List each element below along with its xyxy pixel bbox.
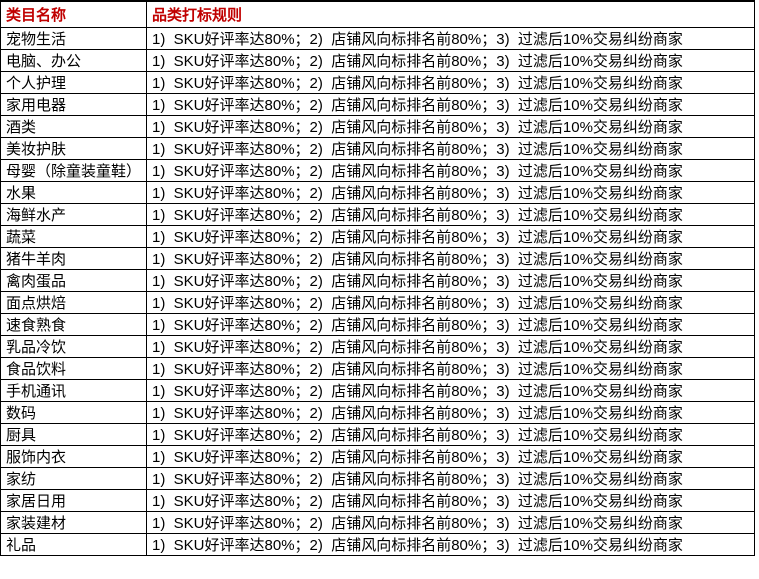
rule-cell: 1) SKU好评率达80%；2) 店铺风向标排名前80%；3) 过滤后10%交易… bbox=[146, 511, 755, 534]
rule-cell: 1) SKU好评率达80%；2) 店铺风向标排名前80%；3) 过滤后10%交易… bbox=[146, 159, 755, 182]
category-cell: 酒类 bbox=[0, 115, 147, 138]
table-row: 美妆护肤 1) SKU好评率达80%；2) 店铺风向标排名前80%；3) 过滤后1… bbox=[0, 137, 755, 160]
table-row: 家居日用 1) SKU好评率达80%；2) 店铺风向标排名前80%；3) 过滤后1… bbox=[0, 489, 755, 512]
rule-cell: 1) SKU好评率达80%；2) 店铺风向标排名前80%；3) 过滤后10%交易… bbox=[146, 247, 755, 270]
rule-cell: 1) SKU好评率达80%；2) 店铺风向标排名前80%；3) 过滤后10%交易… bbox=[146, 225, 755, 248]
category-cell: 家居日用 bbox=[0, 489, 147, 512]
category-cell: 礼品 bbox=[0, 533, 147, 556]
table-row: 手机通讯 1) SKU好评率达80%；2) 店铺风向标排名前80%；3) 过滤后1… bbox=[0, 379, 755, 402]
table-row: 个人护理 1) SKU好评率达80%；2) 店铺风向标排名前80%；3) 过滤后1… bbox=[0, 71, 755, 94]
rule-cell: 1) SKU好评率达80%；2) 店铺风向标排名前80%；3) 过滤后10%交易… bbox=[146, 423, 755, 446]
category-cell: 美妆护肤 bbox=[0, 137, 147, 160]
category-cell: 个人护理 bbox=[0, 71, 147, 94]
table-row: 宠物生活 1) SKU好评率达80%；2) 店铺风向标排名前80%；3) 过滤后1… bbox=[0, 27, 755, 50]
category-cell: 家装建材 bbox=[0, 511, 147, 534]
table-row: 食品饮料 1) SKU好评率达80%；2) 店铺风向标排名前80%；3) 过滤后1… bbox=[0, 357, 755, 380]
table-row: 厨具 1) SKU好评率达80%；2) 店铺风向标排名前80%；3) 过滤后10%… bbox=[0, 423, 755, 446]
rule-cell: 1) SKU好评率达80%；2) 店铺风向标排名前80%；3) 过滤后10%交易… bbox=[146, 401, 755, 424]
table-row: 面点烘焙 1) SKU好评率达80%；2) 店铺风向标排名前80%；3) 过滤后1… bbox=[0, 291, 755, 314]
category-cell: 速食熟食 bbox=[0, 313, 147, 336]
header-cell-rule: 品类打标规则 bbox=[146, 0, 755, 28]
table-row: 酒类 1) SKU好评率达80%；2) 店铺风向标排名前80%；3) 过滤后10%… bbox=[0, 115, 755, 138]
rule-cell: 1) SKU好评率达80%；2) 店铺风向标排名前80%；3) 过滤后10%交易… bbox=[146, 489, 755, 512]
table-row: 母婴（除童装童鞋） 1) SKU好评率达80%；2) 店铺风向标排名前80%；3)… bbox=[0, 159, 755, 182]
rule-cell: 1) SKU好评率达80%；2) 店铺风向标排名前80%；3) 过滤后10%交易… bbox=[146, 115, 755, 138]
table-row: 数码 1) SKU好评率达80%；2) 店铺风向标排名前80%；3) 过滤后10%… bbox=[0, 401, 755, 424]
header-row: 类目名称 品类打标规则 bbox=[0, 0, 755, 28]
rule-cell: 1) SKU好评率达80%；2) 店铺风向标排名前80%；3) 过滤后10%交易… bbox=[146, 137, 755, 160]
rule-cell: 1) SKU好评率达80%；2) 店铺风向标排名前80%；3) 过滤后10%交易… bbox=[146, 467, 755, 490]
header-cell-category: 类目名称 bbox=[0, 0, 147, 28]
category-cell: 猪牛羊肉 bbox=[0, 247, 147, 270]
table-row: 家纺 1) SKU好评率达80%；2) 店铺风向标排名前80%；3) 过滤后10%… bbox=[0, 467, 755, 490]
rule-cell: 1) SKU好评率达80%；2) 店铺风向标排名前80%；3) 过滤后10%交易… bbox=[146, 291, 755, 314]
rule-cell: 1) SKU好评率达80%；2) 店铺风向标排名前80%；3) 过滤后10%交易… bbox=[146, 335, 755, 358]
table-row: 水果 1) SKU好评率达80%；2) 店铺风向标排名前80%；3) 过滤后10%… bbox=[0, 181, 755, 204]
category-cell: 海鲜水产 bbox=[0, 203, 147, 226]
category-cell: 面点烘焙 bbox=[0, 291, 147, 314]
table-row: 速食熟食 1) SKU好评率达80%；2) 店铺风向标排名前80%；3) 过滤后1… bbox=[0, 313, 755, 336]
rule-cell: 1) SKU好评率达80%；2) 店铺风向标排名前80%；3) 过滤后10%交易… bbox=[146, 203, 755, 226]
table-row: 海鲜水产 1) SKU好评率达80%；2) 店铺风向标排名前80%；3) 过滤后1… bbox=[0, 203, 755, 226]
rule-cell: 1) SKU好评率达80%；2) 店铺风向标排名前80%；3) 过滤后10%交易… bbox=[146, 379, 755, 402]
category-cell: 厨具 bbox=[0, 423, 147, 446]
table-row: 禽肉蛋品 1) SKU好评率达80%；2) 店铺风向标排名前80%；3) 过滤后1… bbox=[0, 269, 755, 292]
rule-cell: 1) SKU好评率达80%；2) 店铺风向标排名前80%；3) 过滤后10%交易… bbox=[146, 27, 755, 50]
table-row: 家用电器 1) SKU好评率达80%；2) 店铺风向标排名前80%；3) 过滤后1… bbox=[0, 93, 755, 116]
rule-cell: 1) SKU好评率达80%；2) 店铺风向标排名前80%；3) 过滤后10%交易… bbox=[146, 71, 755, 94]
category-cell: 水果 bbox=[0, 181, 147, 204]
table-row: 服饰内衣 1) SKU好评率达80%；2) 店铺风向标排名前80%；3) 过滤后1… bbox=[0, 445, 755, 468]
rule-cell: 1) SKU好评率达80%；2) 店铺风向标排名前80%；3) 过滤后10%交易… bbox=[146, 49, 755, 72]
category-cell: 母婴（除童装童鞋） bbox=[0, 159, 147, 182]
category-cell: 家纺 bbox=[0, 467, 147, 490]
rule-cell: 1) SKU好评率达80%；2) 店铺风向标排名前80%；3) 过滤后10%交易… bbox=[146, 181, 755, 204]
table-body: 宠物生活 1) SKU好评率达80%；2) 店铺风向标排名前80%；3) 过滤后1… bbox=[0, 27, 755, 556]
category-marking-rules-table: 类目名称 品类打标规则 宠物生活 1) SKU好评率达80%；2) 店铺风向标排名… bbox=[0, 0, 755, 556]
rule-cell: 1) SKU好评率达80%；2) 店铺风向标排名前80%；3) 过滤后10%交易… bbox=[146, 269, 755, 292]
category-cell: 宠物生活 bbox=[0, 27, 147, 50]
category-cell: 手机通讯 bbox=[0, 379, 147, 402]
category-cell: 食品饮料 bbox=[0, 357, 147, 380]
category-cell: 禽肉蛋品 bbox=[0, 269, 147, 292]
table-row: 电脑、办公 1) SKU好评率达80%；2) 店铺风向标排名前80%；3) 过滤后… bbox=[0, 49, 755, 72]
category-cell: 数码 bbox=[0, 401, 147, 424]
category-cell: 服饰内衣 bbox=[0, 445, 147, 468]
rule-cell: 1) SKU好评率达80%；2) 店铺风向标排名前80%；3) 过滤后10%交易… bbox=[146, 533, 755, 556]
table-row: 蔬菜 1) SKU好评率达80%；2) 店铺风向标排名前80%；3) 过滤后10%… bbox=[0, 225, 755, 248]
table-row: 礼品 1) SKU好评率达80%；2) 店铺风向标排名前80%；3) 过滤后10%… bbox=[0, 533, 755, 556]
rule-cell: 1) SKU好评率达80%；2) 店铺风向标排名前80%；3) 过滤后10%交易… bbox=[146, 313, 755, 336]
category-cell: 家用电器 bbox=[0, 93, 147, 116]
category-cell: 电脑、办公 bbox=[0, 49, 147, 72]
category-cell: 蔬菜 bbox=[0, 225, 147, 248]
table-row: 乳品冷饮 1) SKU好评率达80%；2) 店铺风向标排名前80%；3) 过滤后1… bbox=[0, 335, 755, 358]
rule-cell: 1) SKU好评率达80%；2) 店铺风向标排名前80%；3) 过滤后10%交易… bbox=[146, 357, 755, 380]
table-row: 家装建材 1) SKU好评率达80%；2) 店铺风向标排名前80%；3) 过滤后1… bbox=[0, 511, 755, 534]
category-cell: 乳品冷饮 bbox=[0, 335, 147, 358]
table-row: 猪牛羊肉 1) SKU好评率达80%；2) 店铺风向标排名前80%；3) 过滤后1… bbox=[0, 247, 755, 270]
rule-cell: 1) SKU好评率达80%；2) 店铺风向标排名前80%；3) 过滤后10%交易… bbox=[146, 93, 755, 116]
rule-cell: 1) SKU好评率达80%；2) 店铺风向标排名前80%；3) 过滤后10%交易… bbox=[146, 445, 755, 468]
